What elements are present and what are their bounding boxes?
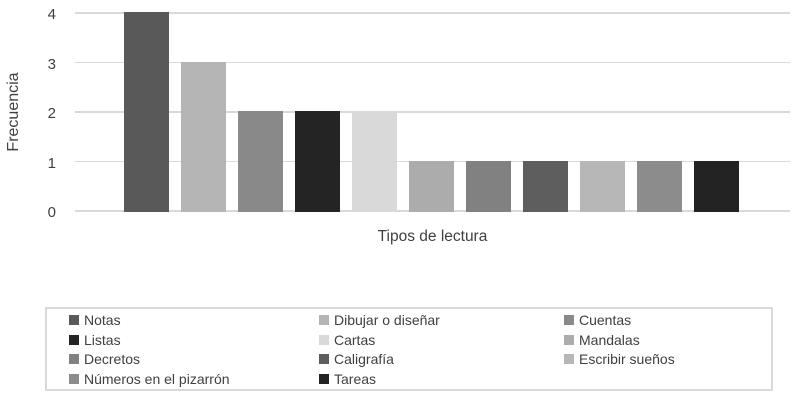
y-tick-label-4: 4 [47, 6, 56, 24]
legend-swatch-icon [319, 373, 329, 384]
y-tick-label-3: 3 [47, 55, 56, 73]
legend-item-label: Decretos [84, 351, 141, 368]
legend-item-label: Dibujar o diseñar [334, 311, 440, 328]
plot-area [75, 0, 790, 212]
legend-item-label: Cuentas [579, 311, 632, 328]
bar-5 [409, 160, 454, 212]
legend-item: Decretos [69, 349, 319, 369]
legend-item: Mandalas [564, 330, 771, 350]
legend-swatch-icon [69, 373, 79, 384]
gridline-y-4 [75, 12, 790, 14]
legend-item-label: Tareas [334, 370, 377, 387]
legend-item: Caligrafía [319, 349, 564, 369]
legend-item: Cuentas [564, 310, 771, 330]
bar-8 [580, 160, 625, 212]
y-tick-label-0: 0 [47, 204, 56, 222]
legend-item-label: Escribir sueños [579, 351, 675, 368]
bar-3 [295, 111, 340, 212]
legend-item: Escribir sueños [564, 349, 771, 369]
legend-item-label: Mandalas [579, 331, 640, 348]
bar-6 [466, 160, 511, 212]
legend-swatch-icon [69, 314, 79, 325]
bar-7 [523, 160, 568, 212]
legend-swatch-icon [69, 334, 79, 345]
legend-item: Notas [69, 310, 319, 330]
legend-item-label: Caligrafía [334, 351, 394, 368]
legend-item: Cartas [319, 330, 564, 350]
x-axis-title: Tipos de lectura [377, 228, 488, 245]
legend-item: Números en el pizarrón [69, 369, 319, 389]
legend-swatch-icon [564, 354, 574, 365]
legend-swatch-icon [319, 314, 329, 325]
bar-4 [352, 111, 397, 212]
legend-swatch-icon [319, 354, 329, 365]
legend-item: Dibujar o diseñar [319, 310, 564, 330]
legend-swatch-icon [319, 334, 329, 345]
gridline-y-3 [75, 61, 790, 63]
legend-item: Listas [69, 330, 319, 350]
y-tick-label-1: 1 [47, 154, 56, 172]
legend-item-label: Listas [84, 331, 121, 348]
gridline-y-2 [75, 111, 790, 113]
bar-1 [181, 61, 226, 212]
bar-9 [637, 160, 682, 212]
legend-item-label: Notas [84, 311, 121, 328]
legend: Notas Listas Decretos Números en el pizarró… [45, 307, 773, 391]
bar-0 [124, 12, 169, 212]
legend-swatch-icon [564, 314, 574, 325]
legend-item-label: Números en el pizarrón [84, 370, 230, 387]
bar-10 [694, 160, 739, 212]
legend-item: Tareas [319, 369, 564, 389]
y-tick-label-2: 2 [47, 105, 56, 123]
legend-swatch-icon [564, 334, 574, 345]
legend-swatch-icon [69, 354, 79, 365]
legend-item-label: Cartas [334, 331, 376, 348]
bar-2 [238, 111, 283, 212]
